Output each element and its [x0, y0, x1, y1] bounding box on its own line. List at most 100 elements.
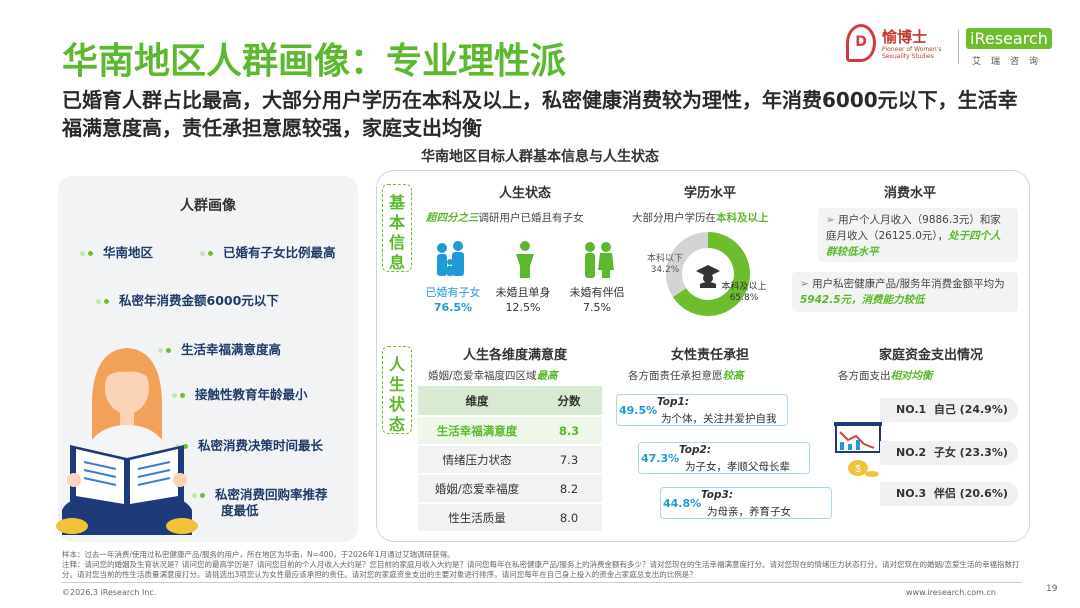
- life-item-value: 76.5%: [433, 301, 473, 314]
- reading-woman-illustration: [56, 348, 198, 535]
- table-row: 情绪压力状态 7.3: [418, 445, 602, 475]
- rank-no: NO.1: [896, 403, 927, 416]
- footnote-note: 注释：请问您的婚姻及生育状况是？请问您的最高学历是？请问您目前的个人月收入大约是…: [62, 560, 1020, 579]
- yubs-logo-tagline: Pioneer of Women's Sexuality Studies: [882, 46, 942, 60]
- rank-value: (24.9%): [959, 403, 1008, 416]
- section-title: 华南地区目标人群基本信息与人生状态: [421, 149, 659, 165]
- iresearch-logo-cn: 艾瑞咨询: [972, 57, 1049, 67]
- table-row: 婚姻/恋爱幸福度 8.2: [418, 474, 602, 504]
- website-link[interactable]: www.iresearch.com.cn: [906, 588, 996, 597]
- spending-rank: NO.2 子女 (23.3%): [880, 441, 1018, 465]
- arrow-icon: ➢: [800, 278, 813, 290]
- score-cell: 8.3: [536, 416, 602, 446]
- spending-note-em: 相对均衡: [890, 370, 933, 382]
- life-item-label: 未婚且单身: [495, 286, 551, 299]
- footer-divider: [62, 582, 1022, 583]
- persona-tag-cont: 度最低: [221, 503, 259, 518]
- education-donut: [666, 232, 750, 316]
- svg-text:$: $: [855, 464, 861, 475]
- callout-text: 用户个人月收入（9886.3元）和家庭月收入（26125.0元），: [826, 214, 1001, 242]
- resp-top: Top1:: [657, 396, 690, 408]
- persona-tag: 生活幸福满意度高: [166, 339, 281, 358]
- rank-value: (23.3%): [959, 446, 1008, 459]
- satisfaction-note-em: 最高: [536, 370, 558, 382]
- resp-top: Top3:: [701, 489, 734, 501]
- education-note-pre: 大部分用户学历在: [632, 212, 716, 224]
- education-note: 大部分用户学历在本科及以上: [632, 210, 769, 225]
- family-icon: [437, 241, 464, 276]
- dim-cell: 婚姻/恋爱幸福度: [418, 474, 536, 504]
- basic-info-label: 基本信息: [382, 184, 412, 272]
- persona-tag: 私密消费决策时间最长: [183, 435, 323, 454]
- education-header: 学历水平: [683, 186, 736, 201]
- score-cell: 7.3: [536, 445, 602, 475]
- copyright: ©2026.3 iResearch Inc.: [62, 588, 157, 597]
- responsibility-item: 44.8% Top3: 为母亲，养育子女: [660, 487, 832, 519]
- rank-who: 子女: [933, 446, 956, 459]
- resp-pct: 44.8%: [663, 497, 702, 510]
- footnote: 样本：过去一年消费/使用过私密健康产品/服务的用户，所在地区为华南，N=400，…: [62, 550, 1022, 580]
- people-icons: [437, 241, 614, 278]
- dim-cell: 性生活质量: [418, 503, 536, 533]
- responsibility-header: 女性责任承担: [670, 348, 749, 363]
- consumption-callout: ➢ 用户个人月收入（9886.3元）和家庭月收入（26125.0元），处于四个人…: [818, 208, 1018, 262]
- graduate-cap-icon: [696, 265, 720, 288]
- persona-tag: 私密消费回购率推荐: [200, 484, 328, 503]
- life-status-note-em: 超四分之三: [426, 212, 479, 224]
- table-row: 性生活质量 8.0: [418, 503, 602, 533]
- page-subtitle: 已婚育人群占比最高，大部分用户学历在本科及以上，私密健康消费较为理性，年消费60…: [62, 88, 1018, 140]
- responsibility-item: 47.3% Top2: 为子女，孝顺父母长辈: [638, 442, 810, 474]
- iresearch-logo: iResearch: [966, 28, 1052, 49]
- life-item-value: 12.5%: [505, 301, 541, 314]
- persona-tag: 华南地区: [88, 242, 153, 261]
- life-item-value: 7.5%: [583, 301, 611, 314]
- satisfaction-header: 人生各维度满意度: [462, 348, 567, 363]
- callout-emphasis: 5942.5元，消费能力较低: [800, 294, 925, 306]
- life-status-note-rest: 调研用户已婚且有子女: [478, 212, 584, 224]
- spending-rank: NO.3 伴侣 (20.6%): [880, 482, 1018, 506]
- single-person-icon: [516, 241, 534, 278]
- col-header-score: 分数: [536, 386, 602, 417]
- edu-slice-label: 本科以下 34.2%: [642, 254, 688, 276]
- rank-who: 伴侣: [933, 487, 956, 500]
- spending-header: 家庭资金支出情况: [878, 348, 983, 363]
- resp-pct: 47.3%: [641, 452, 680, 465]
- rank-no: NO.2: [896, 446, 927, 459]
- dim-cell: 生活幸福满意度: [418, 416, 536, 446]
- score-cell: 8.2: [536, 474, 602, 504]
- edu-slice-value: 65.8%: [729, 293, 759, 303]
- responsibility-note-em: 较高: [722, 370, 744, 382]
- persona-tag: 私密年消费金额6000元以下: [104, 290, 279, 309]
- life-item: 未婚有伴侣 7.5%: [564, 285, 630, 315]
- donut-slice-0: [666, 232, 709, 297]
- resp-desc: 为个体，关注并爱护自我: [661, 413, 777, 425]
- callout-emphasis: 处于四个人群较低水平: [826, 230, 1001, 258]
- arrow-icon: ➢: [826, 214, 839, 226]
- table-row: 生活幸福满意度 8.3: [418, 416, 602, 446]
- page-title: 华南地区人群画像：专业理性派: [62, 41, 567, 82]
- spending-rank: NO.1 自己 (24.9%): [880, 398, 1018, 422]
- page-number: 19: [1046, 584, 1058, 594]
- couple-icon: [585, 242, 614, 278]
- life-status-header: 人生状态: [498, 186, 551, 201]
- satisfaction-note: 婚姻/恋爱幸福度四区域最高: [428, 368, 558, 383]
- responsibility-item: 49.5% Top1: 为个体，关注并爱护自我: [616, 394, 788, 426]
- education-note-em: 本科及以上: [716, 212, 769, 224]
- satisfaction-table: 维度 分数 生活幸福满意度 8.3 情绪压力状态 7.3 婚姻/恋爱幸福度 8.…: [418, 386, 602, 533]
- resp-top: Top2:: [679, 444, 712, 456]
- callout-text: 用户私密健康产品/服务年消费金额平均为: [812, 278, 1005, 290]
- satisfaction-note-pre: 婚姻/恋爱幸福度四区域: [428, 370, 537, 382]
- life-item: 未婚且单身 12.5%: [490, 285, 556, 315]
- edu-slice-name: 本科及以上: [721, 282, 767, 292]
- life-item-label: 未婚有伴侣: [569, 286, 625, 299]
- score-cell: 8.0: [536, 503, 602, 533]
- money-chart-icon: $: [834, 422, 882, 477]
- spending-note-pre: 各方面支出: [838, 370, 891, 382]
- resp-desc: 为母亲，养育子女: [707, 506, 791, 518]
- yubs-logo-name: 愉博士: [882, 28, 928, 46]
- footnote-sample: 样本：过去一年消费/使用过私密健康产品/服务的用户，所在地区为华南，N=400，…: [62, 550, 455, 559]
- consumption-header: 消费水平: [883, 186, 936, 201]
- edu-slice-name: 本科以下: [646, 254, 683, 264]
- life-status-note: 超四分之三调研用户已婚且有子女: [426, 210, 584, 225]
- rank-value: (20.6%): [959, 487, 1008, 500]
